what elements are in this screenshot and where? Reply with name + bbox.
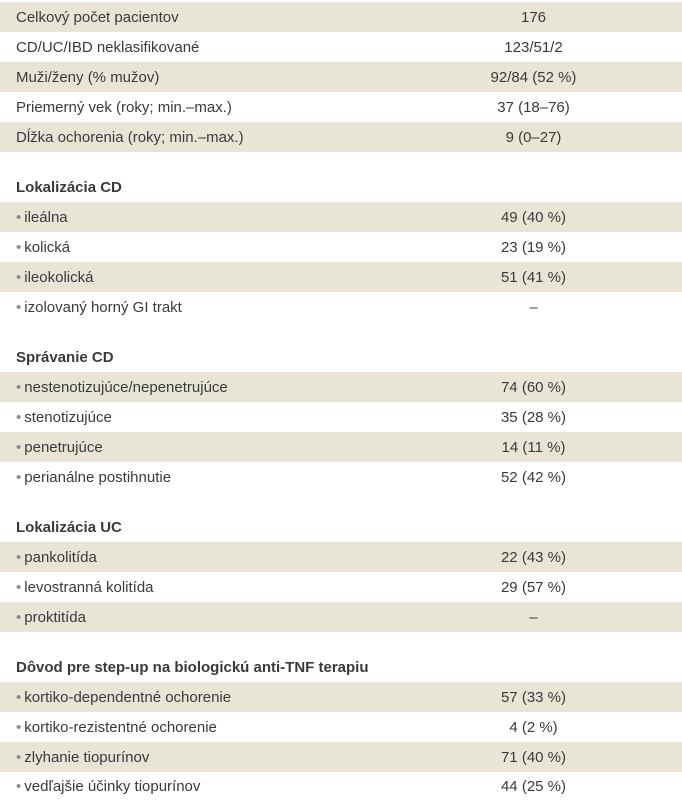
section-heading: Dôvod pre step-up na biologickú anti-TNF…	[16, 658, 369, 676]
row-label: CD/UC/IBD neklasifikované	[16, 38, 200, 56]
bullet: •	[16, 718, 22, 736]
row-label: Priemerný vek (roky; min.–max.)	[16, 98, 232, 116]
bullet: •	[16, 468, 22, 486]
table-row: • nestenotizujúce/nepenetrujúce 74 (60 %)	[0, 372, 682, 402]
table-row: Celkový počet pacientov 176	[0, 2, 682, 32]
bullet: •	[16, 548, 22, 566]
row-label: Muži/ženy (% mužov)	[16, 68, 160, 86]
row-label: stenotizujúce	[24, 408, 112, 426]
row-value: 22 (43 %)	[500, 548, 567, 566]
table-row: CD/UC/IBD neklasifikované 123/51/2	[0, 32, 682, 62]
table-row: • proktitída –	[0, 602, 682, 632]
table-row: • kortiko-dependentné ochorenie 57 (33 %)	[0, 682, 682, 712]
row-label: kortiko-dependentné ochorenie	[24, 688, 232, 706]
row-value: 176	[520, 8, 547, 26]
row-label: ileálna	[24, 208, 68, 226]
table-row: • perianálne postihnutie 52 (42 %)	[0, 462, 682, 492]
row-value: 44 (25 %)	[500, 777, 567, 795]
bullet: •	[16, 208, 22, 226]
bullet: •	[16, 238, 22, 256]
row-value: 123/51/2	[504, 38, 563, 56]
row-label: penetrujúce	[24, 438, 103, 456]
row-value: 71 (40 %)	[500, 748, 567, 766]
row-value: 23 (19 %)	[500, 238, 567, 256]
bullet: •	[16, 268, 22, 286]
row-label: nestenotizujúce/nepenetrujúce	[24, 378, 228, 396]
table-row: • stenotizujúce 35 (28 %)	[0, 402, 682, 432]
row-value: 57 (33 %)	[500, 688, 567, 706]
row-value: 37 (18–76)	[497, 98, 570, 116]
row-value: 51 (41 %)	[500, 268, 567, 286]
bullet: •	[16, 578, 22, 596]
row-value: 52 (42 %)	[500, 468, 567, 486]
row-value: 49 (40 %)	[500, 208, 567, 226]
row-label: kolická	[24, 238, 71, 256]
bullet: •	[16, 688, 22, 706]
table-row: • penetrujúce 14 (11 %)	[0, 432, 682, 462]
table-row: • pankolitída 22 (43 %)	[0, 542, 682, 572]
row-value: 4 (2 %)	[509, 718, 558, 736]
row-label: ileokolická	[24, 268, 94, 286]
table-row: • levostranná kolitída 29 (57 %)	[0, 572, 682, 602]
table-row: Muži/ženy (% mužov) 92/84 (52 %)	[0, 62, 682, 92]
row-value: –	[529, 608, 538, 626]
table-row: • ileálna 49 (40 %)	[0, 202, 682, 232]
row-label: Celkový počet pacientov	[16, 8, 179, 26]
bullet: •	[16, 408, 22, 426]
row-label: izolovaný horný GI trakt	[24, 298, 182, 316]
row-label: kortiko-rezistentné ochorenie	[24, 718, 217, 736]
bullet: •	[16, 608, 22, 626]
section-heading: Lokalizácia UC	[16, 518, 122, 536]
bullet: •	[16, 378, 22, 396]
table-row: • zlyhanie tiopurínov 71 (40 %)	[0, 742, 682, 772]
row-label: levostranná kolitída	[24, 578, 154, 596]
row-label: proktitída	[24, 608, 86, 626]
row-label: perianálne postihnutie	[24, 468, 172, 486]
table-row: • kortiko-rezistentné ochorenie 4 (2 %)	[0, 712, 682, 742]
table-row: • izolovaný horný GI trakt –	[0, 292, 682, 322]
table-row: • ileokolická 51 (41 %)	[0, 262, 682, 292]
row-label: pankolitída	[24, 548, 97, 566]
table-row: Dĺžka ochorenia (roky; min.–max.) 9 (0–2…	[0, 122, 682, 152]
table-row: • kolická 23 (19 %)	[0, 232, 682, 262]
row-value: 9 (0–27)	[505, 128, 562, 146]
bullet: •	[16, 777, 22, 795]
bullet: •	[16, 748, 22, 766]
row-value: –	[529, 298, 538, 316]
row-value: 29 (57 %)	[500, 578, 567, 596]
row-value: 74 (60 %)	[500, 378, 567, 396]
section-heading: Správanie CD	[16, 348, 114, 366]
row-label: vedľajšie účinky tiopurínov	[24, 777, 201, 795]
bullet: •	[16, 438, 22, 456]
row-value: 35 (28 %)	[500, 408, 567, 426]
row-label: Dĺžka ochorenia (roky; min.–max.)	[16, 128, 244, 146]
row-value: 14 (11 %)	[501, 438, 566, 456]
section-heading: Lokalizácia CD	[16, 178, 122, 196]
table-row: Priemerný vek (roky; min.–max.) 37 (18–7…	[0, 92, 682, 122]
row-label: zlyhanie tiopurínov	[24, 748, 150, 766]
table-row: • vedľajšie účinky tiopurínov 44 (25 %)	[0, 772, 682, 800]
bullet: •	[16, 298, 22, 316]
row-value: 92/84 (52 %)	[490, 68, 577, 86]
